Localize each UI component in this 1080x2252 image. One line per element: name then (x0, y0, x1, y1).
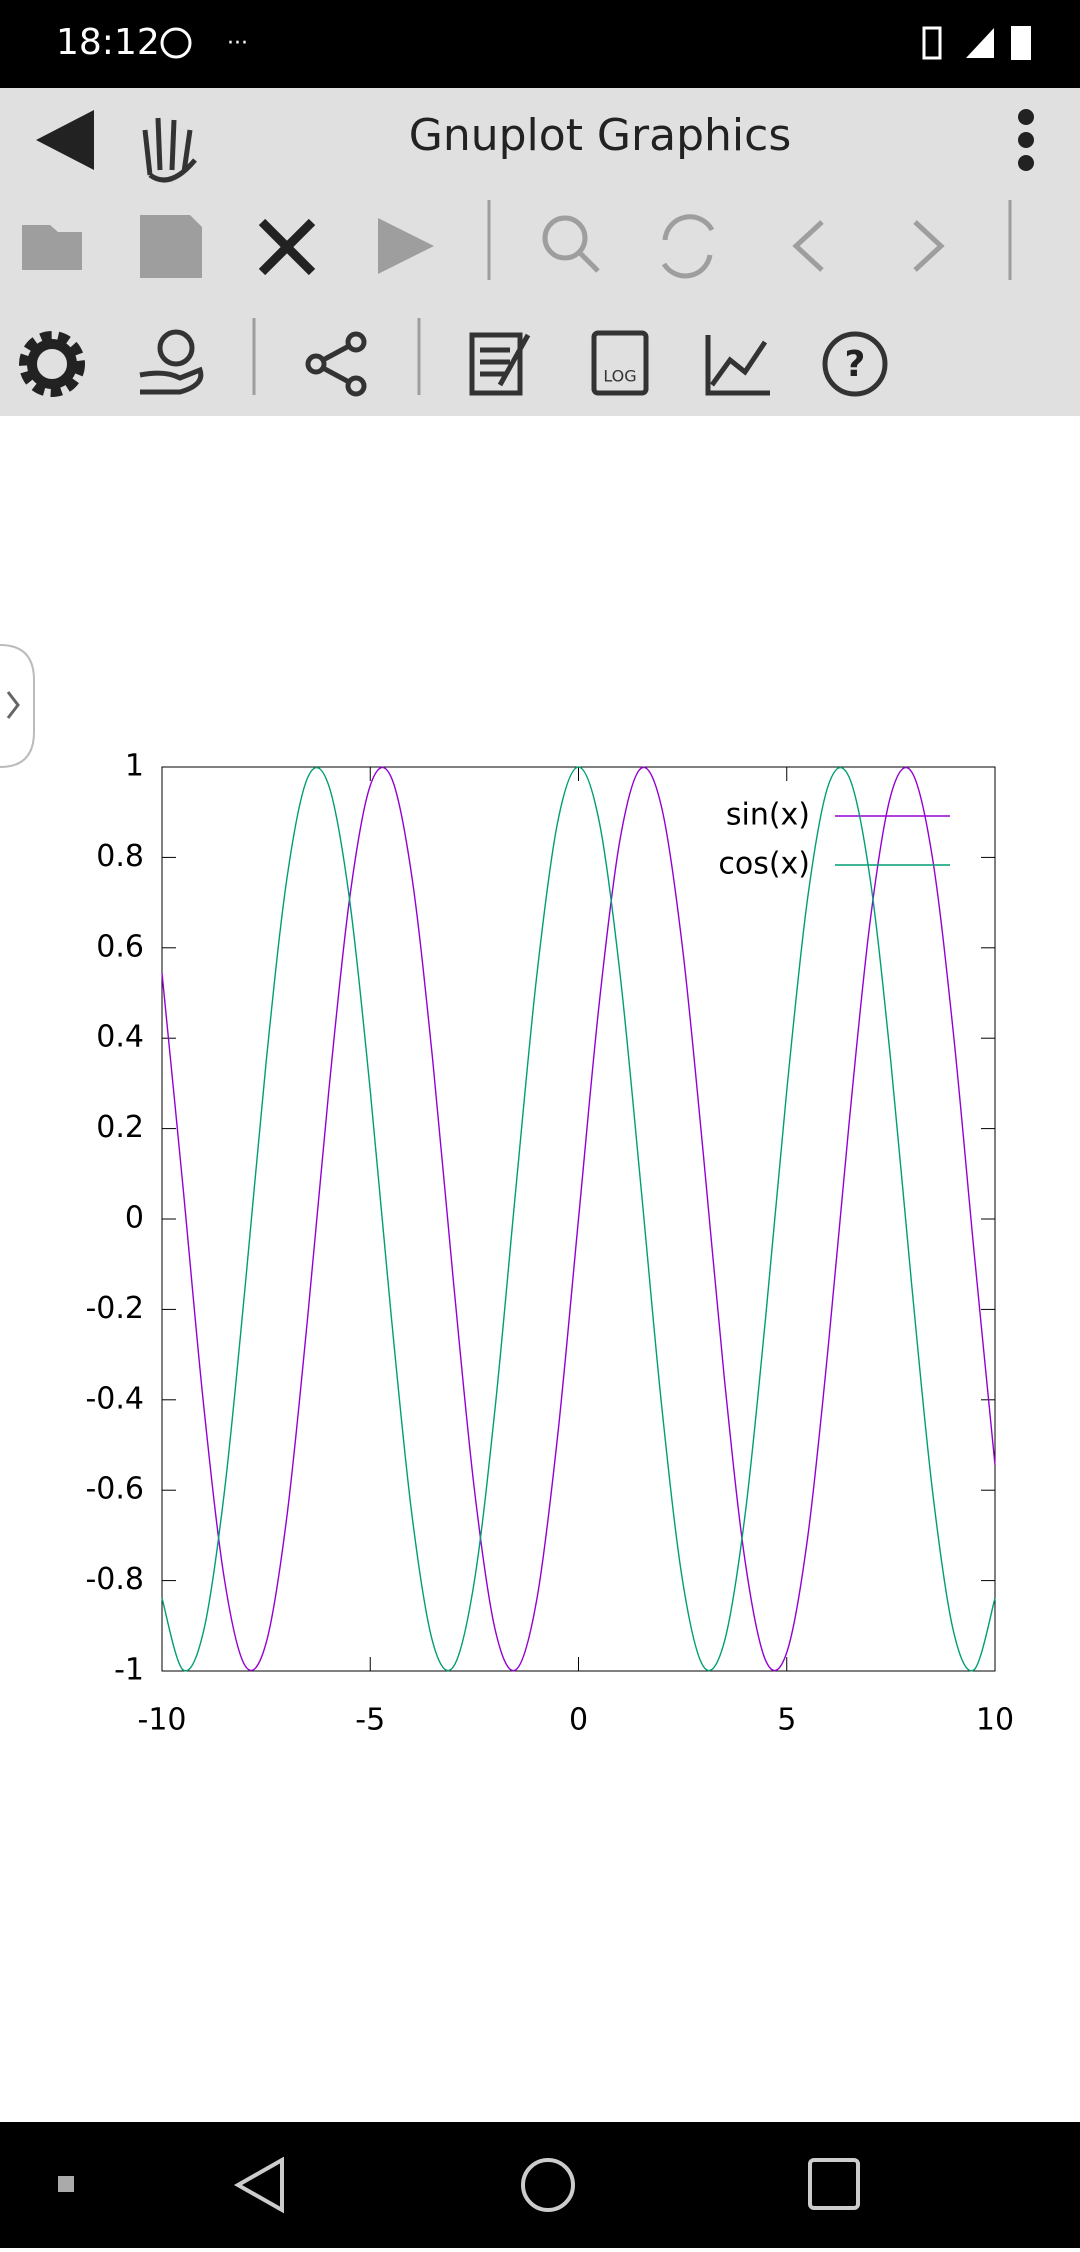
status-bar (0, 0, 1080, 88)
settings-button[interactable] (19, 331, 85, 397)
status-icon (160, 27, 192, 59)
previous-button[interactable] (792, 220, 824, 272)
x-tick-label: -10 (138, 1703, 187, 1738)
open-button[interactable] (22, 225, 82, 270)
nav-recents[interactable] (808, 2158, 860, 2210)
y-tick-label: 0.8 (96, 839, 144, 874)
edit-button[interactable] (469, 332, 531, 396)
menu-button[interactable] (1018, 109, 1034, 171)
plot-button[interactable] (705, 335, 770, 396)
drawer-arrow (6, 691, 20, 719)
status-icon: ··· (227, 31, 248, 56)
donate-button[interactable] (139, 329, 204, 395)
legend-label: cos(x) (718, 847, 810, 882)
y-tick-label: 0.2 (96, 1110, 144, 1145)
y-tick-label: -0.4 (85, 1381, 144, 1416)
nav-home[interactable] (521, 2158, 575, 2212)
y-tick-label: -0.8 (85, 1562, 144, 1597)
hand-button[interactable] (142, 117, 197, 183)
close-button[interactable] (258, 218, 316, 276)
x-tick-label: -5 (355, 1703, 385, 1738)
y-tick-label: 1 (125, 749, 144, 784)
svg-text:LOG: LOG (603, 367, 636, 386)
signal-icon (966, 28, 994, 58)
y-tick-label: 0 (125, 1201, 144, 1236)
svg-text:?: ? (845, 344, 866, 385)
back-button[interactable] (36, 110, 94, 170)
y-tick-label: 0.6 (96, 929, 144, 964)
y-tick-label: -0.6 (85, 1472, 144, 1507)
nav-back[interactable] (233, 2156, 284, 2214)
save-button[interactable] (140, 215, 202, 278)
share-button[interactable] (305, 331, 367, 397)
series-line (161, 766, 996, 1672)
nav-indicator (58, 2176, 74, 2192)
battery-icon (1011, 26, 1031, 60)
run-button[interactable] (378, 218, 434, 274)
y-tick-label: -0.2 (85, 1291, 144, 1326)
x-tick-label: 0 (569, 1703, 588, 1738)
y-tick-label: -1 (114, 1653, 144, 1688)
refresh-button[interactable] (661, 214, 715, 279)
log-button[interactable]: LOG (591, 330, 649, 396)
y-tick-label: 0.4 (96, 1020, 144, 1055)
series-line (161, 766, 996, 1672)
vibrate-icon (922, 26, 942, 60)
x-tick-label: 5 (777, 1703, 796, 1738)
next-button[interactable] (913, 220, 945, 272)
nav-bar (0, 2122, 1080, 2248)
legend-label: sin(x) (726, 798, 810, 833)
app-title: Gnuplot Graphics (409, 110, 792, 161)
help-button[interactable]: ? (822, 331, 888, 397)
x-tick-label: 10 (976, 1703, 1014, 1738)
status-time: 18:12 (56, 22, 160, 63)
search-button[interactable] (542, 215, 600, 273)
